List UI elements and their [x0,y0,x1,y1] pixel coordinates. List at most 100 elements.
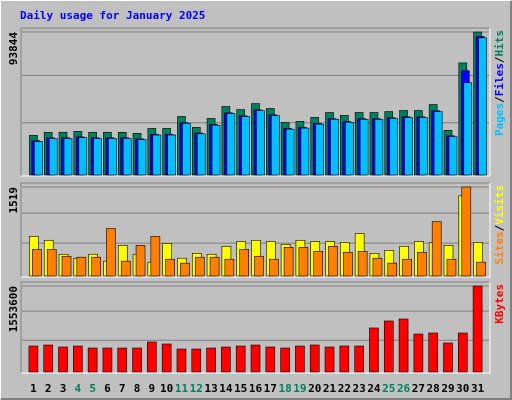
x-tick-label: 4 [75,382,82,395]
bar [428,332,438,373]
bar [387,262,398,277]
bar [372,257,383,277]
bar [271,115,280,176]
bar [283,247,294,277]
legend-separator: / [493,56,506,63]
bar [122,138,132,176]
legend: Sites/Visits [493,185,506,265]
bar [285,128,295,176]
bar [34,141,43,176]
x-tick-label: 8 [134,382,141,395]
bar [357,250,368,277]
x-tick-label: 9 [149,382,156,395]
bar [417,251,427,277]
x-tick-label: 11 [175,382,189,395]
bar [76,256,87,277]
bar [404,117,413,176]
y-tick-label: 1519 [7,187,20,214]
bar [446,258,457,277]
bar [221,346,231,373]
legend-entry: Visits [493,185,506,225]
bar [117,347,128,373]
bar [132,347,142,373]
bar [309,344,320,373]
bar [206,347,216,373]
legend-entry: Pages [493,103,506,136]
x-tick-label: 1 [30,382,37,395]
plot-bevel [21,183,491,278]
bar [463,82,473,176]
x-tick-label: 17 [264,382,277,395]
bar [73,345,83,373]
bar [343,251,353,277]
x-tick-label: 31 [471,382,485,395]
bar [324,346,335,373]
bar [28,345,39,373]
bar [472,285,483,373]
bar [176,348,187,373]
bar [102,347,113,373]
bar [250,344,261,373]
bar [419,117,428,176]
bar [191,348,202,373]
legend-entry: KBytes [493,284,506,324]
x-tick-label: 26 [397,382,411,395]
x-tick-label: 3 [60,382,67,395]
x-tick-label: 30 [456,382,469,395]
x-tick-label: 6 [104,382,111,395]
x-tick-label: 21 [323,382,337,395]
y-tick-label: 1553600 [7,286,20,332]
x-tick-label: 19 [293,382,306,395]
bar [182,123,191,176]
legend-entry: Sites [493,231,506,264]
bar [461,186,472,277]
x-tick-label: 22 [338,382,351,395]
x-tick-label: 29 [441,382,454,395]
bar [398,318,409,373]
bar [313,250,324,277]
bar [78,137,88,176]
bar [147,341,157,373]
bar [226,113,236,176]
bar [235,345,246,373]
bar [239,249,249,277]
x-tick-label: 7 [119,382,126,395]
bar [180,262,190,277]
bar [32,249,42,277]
bar [457,332,468,373]
y-tick-label: 93844 [7,32,20,65]
x-tick-label: 20 [308,382,321,395]
bar [359,119,369,176]
x-tick-label: 18 [278,382,291,395]
bar [254,255,264,277]
bar [402,258,412,277]
bar [413,333,424,373]
bar [48,138,58,176]
x-tick-label: 12 [190,382,203,395]
bar [93,138,102,176]
bar [120,260,131,277]
bar [106,228,116,277]
bar [269,258,279,277]
bar [265,346,276,373]
x-tick-label: 28 [427,382,440,395]
legend: KBytes [493,284,506,324]
x-tick-label: 10 [160,382,173,395]
bar [295,345,305,373]
legend-separator: / [493,96,506,103]
bar [315,123,325,176]
bar [137,139,147,176]
bar [63,138,73,176]
bar [354,345,364,373]
x-tick-label: 23 [353,382,366,395]
bar [135,245,146,277]
bar [43,344,54,373]
bar [448,136,458,176]
bar [196,133,206,176]
bar [389,118,399,176]
bar [58,346,68,373]
bar [211,124,221,176]
x-tick-label: 14 [219,382,233,395]
bar [374,119,384,176]
